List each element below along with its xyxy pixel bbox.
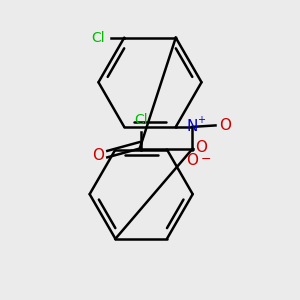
- Text: O: O: [219, 118, 231, 133]
- Text: Cl: Cl: [92, 31, 105, 45]
- Text: O: O: [195, 140, 207, 154]
- Text: +: +: [197, 116, 206, 125]
- Text: O: O: [186, 153, 198, 168]
- Text: N: N: [186, 119, 198, 134]
- Text: −: −: [201, 153, 211, 167]
- Text: Cl: Cl: [134, 113, 148, 128]
- Text: O: O: [92, 148, 104, 164]
